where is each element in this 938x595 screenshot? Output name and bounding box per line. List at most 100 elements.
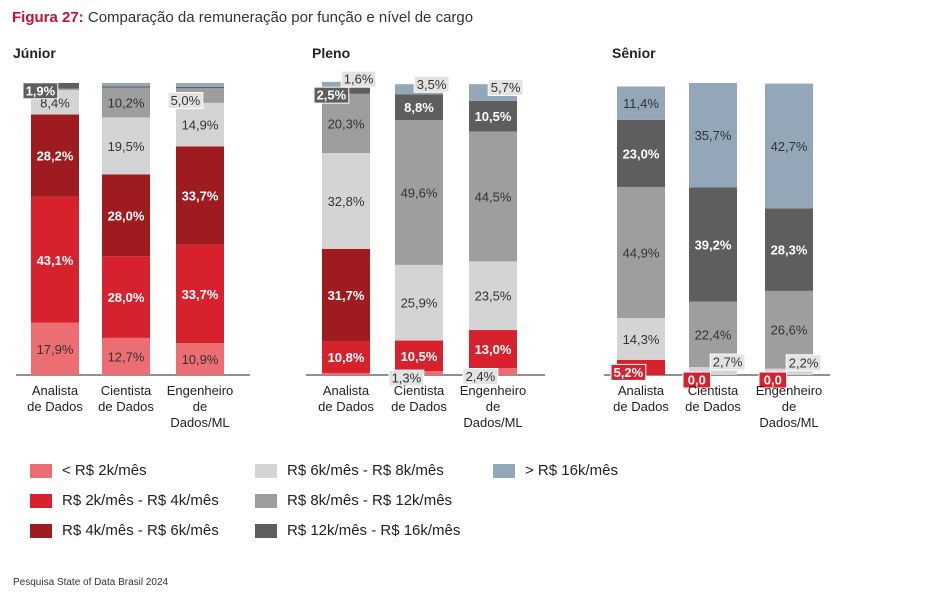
bar-segment (31, 114, 79, 197)
data-label: 28,0% (108, 208, 145, 223)
data-label: 13,0% (475, 342, 512, 357)
bar-segment (617, 186, 665, 319)
legend-swatch (255, 523, 277, 538)
data-label: 10,8% (328, 350, 365, 365)
data-label: 1,6% (344, 72, 374, 87)
data-label: 26,6% (771, 323, 808, 338)
bar-segment (322, 341, 370, 373)
data-label: 2,2% (789, 355, 819, 370)
legend-label: R$ 4k/mês - R$ 6k/mês (62, 522, 219, 539)
bar-segment (322, 248, 370, 342)
legend-swatch (30, 463, 52, 478)
bar-segment (102, 256, 150, 338)
category-label: Cientista de Dados (391, 383, 447, 414)
legend: < R$ 2k/mês R$ 2k/mês - R$ 4k/mês R$ 4k/mê… (30, 462, 670, 552)
data-label: 2,4% (466, 369, 496, 384)
data-label: 44,9% (623, 246, 660, 261)
bar-segment (176, 244, 224, 344)
category-label: Cientista de Dados (685, 383, 741, 414)
data-label: 28,2% (37, 149, 74, 164)
category-label: Analista de Dados (613, 383, 669, 414)
data-label: 39,2% (695, 237, 732, 252)
legend-label: R$ 8k/mês - R$ 12k/mês (287, 492, 453, 509)
legend-swatch (30, 523, 52, 538)
category-label: Analista de Dados (27, 383, 83, 414)
data-label: 19,5% (108, 139, 145, 154)
data-label-box (785, 354, 822, 372)
data-label: 5,2% (614, 365, 644, 380)
data-label: 2,5% (317, 88, 347, 103)
bar-segment (765, 83, 813, 209)
bar-segment (176, 83, 224, 87)
bar-segment (395, 120, 443, 265)
data-label: 0,0 (688, 373, 706, 388)
data-label: 17,9% (37, 342, 74, 357)
bar-segment (617, 318, 665, 360)
legend-label: R$ 2k/mês - R$ 4k/mês (62, 492, 219, 509)
legend-item-r-8k-mes-r-12k-mes: R$ 8k/mês - R$ 12k/mês (255, 492, 452, 509)
category-label: Cientista de Dados (98, 383, 154, 414)
data-label: 25,9% (401, 296, 438, 311)
data-label-box (758, 371, 788, 389)
bar-segment (322, 93, 370, 154)
bar-segment (395, 264, 443, 341)
panel-title-pleno: Pleno (312, 45, 350, 61)
data-label: 10,5% (475, 109, 512, 124)
data-label: 11,4% (623, 96, 659, 111)
legend-item-r-16k-mes: > R$ 16k/mês (493, 462, 618, 479)
data-label: 14,3% (623, 332, 660, 347)
bar-segment (469, 131, 517, 262)
data-label: 1,3% (392, 371, 422, 386)
bar-segment (102, 174, 150, 257)
legend-label: R$ 12k/mês - R$ 16k/mês (287, 522, 461, 539)
data-label-box (167, 92, 204, 110)
legend-item-r-6k-mes-r-8k-mes: R$ 6k/mês - R$ 8k/mês (255, 462, 444, 479)
figure-number: Figura 27: (12, 9, 84, 26)
bar-segment (176, 146, 224, 245)
bar-segment (689, 367, 737, 375)
category-label: Engenheiro de Dados/ML (167, 383, 234, 430)
bar-segment (102, 117, 150, 175)
figure-caption: Comparação da remuneração por função e n… (83, 9, 474, 26)
bar-segment (322, 372, 370, 375)
legend-label: > R$ 16k/mês (525, 462, 618, 479)
data-label-box (340, 70, 377, 88)
panel-title-junior: Júnior (13, 45, 56, 61)
bar-segment (176, 86, 224, 89)
data-label: 10,9% (182, 352, 219, 367)
data-label: 33,7% (182, 287, 219, 302)
category-label: Engenheiro de Dados/ML (460, 383, 527, 430)
legend-swatch (30, 493, 52, 508)
data-label: 23,0% (623, 146, 660, 161)
bar-segment (765, 208, 813, 291)
bar-segment (765, 368, 813, 375)
data-label-box (313, 86, 350, 104)
data-label: 1,9% (26, 83, 56, 98)
category-label: Engenheiro de Dados/ML (756, 383, 823, 430)
data-label: 35,7% (695, 128, 732, 143)
bar-segment (176, 343, 224, 375)
legend-swatch (255, 493, 277, 508)
data-label: 22,4% (695, 327, 732, 342)
data-label: 3,5% (417, 77, 447, 92)
data-label: 14,9% (182, 118, 219, 133)
bar-segment (689, 187, 737, 302)
data-label: 44,5% (475, 189, 512, 204)
legend-swatch (255, 463, 277, 478)
bar-segment (689, 83, 737, 188)
data-label-box (682, 371, 712, 389)
bar-segment (31, 322, 79, 375)
data-label: 43,1% (37, 253, 74, 268)
data-label: 2,7% (713, 355, 743, 370)
legend-label: < R$ 2k/mês (62, 462, 147, 479)
data-label-box (388, 369, 425, 387)
bar-segment (102, 86, 150, 88)
data-label-box (487, 78, 524, 96)
data-label-box (610, 363, 647, 381)
panel-title-senior: Sênior (612, 45, 656, 61)
data-label: 5,7% (491, 80, 521, 95)
data-label: 5,0% (171, 93, 201, 108)
legend-item-r-2k-mes-r-4k-mes: R$ 2k/mês - R$ 4k/mês (30, 492, 219, 509)
data-label-box (22, 82, 59, 100)
